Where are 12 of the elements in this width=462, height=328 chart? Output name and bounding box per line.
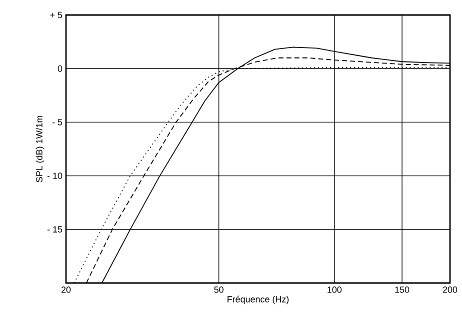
y-tick-label: 0 <box>58 65 62 72</box>
x-tick-label: 100 <box>328 286 342 293</box>
x-tick-label: 150 <box>395 286 410 293</box>
y-tick-label: - 10 <box>47 172 62 179</box>
y-axis-title: SPL (dB) 1W/1m <box>36 116 44 182</box>
x-tick-label: 200 <box>442 286 458 293</box>
x-axis-title: Fréquence (Hz) <box>228 296 289 304</box>
x-tick-label: 20 <box>61 286 71 293</box>
x-tick-label: 50 <box>214 286 224 293</box>
y-tick-label: - 5 <box>52 119 62 126</box>
y-tick-label: - 15 <box>47 226 62 233</box>
y-tick-label: + 5 <box>50 12 62 18</box>
